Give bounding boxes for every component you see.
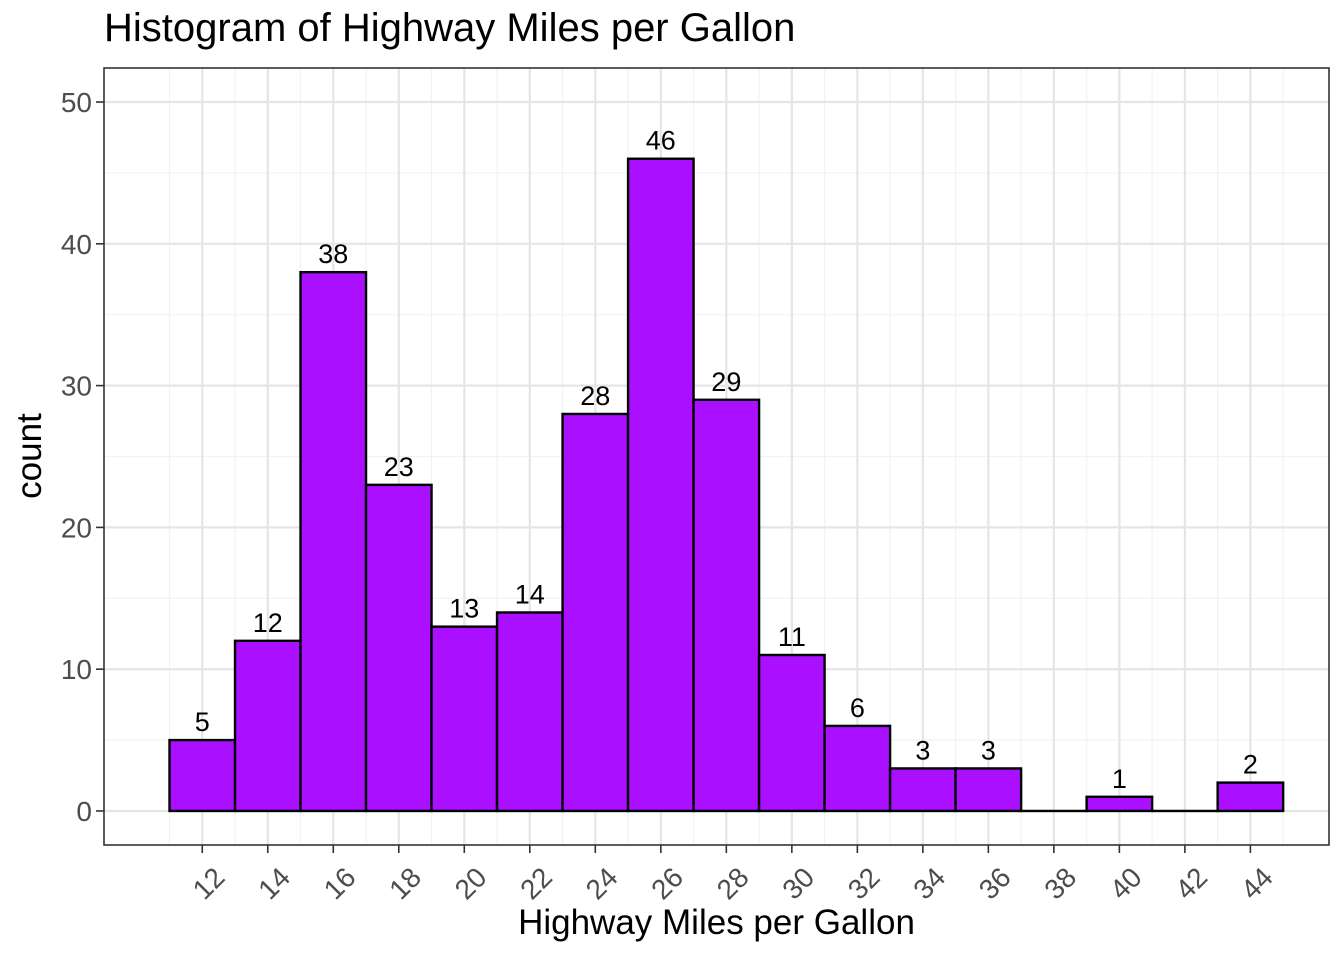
x-tick-label: 40 xyxy=(1104,861,1148,905)
x-tick-label: 44 xyxy=(1235,861,1279,905)
bars xyxy=(168,157,1285,813)
bar-count-label: 3 xyxy=(915,735,930,765)
y-tick-label: 10 xyxy=(61,654,92,685)
bar-count-label: 29 xyxy=(711,367,741,397)
bar-count-label: 28 xyxy=(580,381,610,411)
y-tick-label: 30 xyxy=(61,371,92,402)
x-tick-label: 14 xyxy=(252,861,296,905)
histogram-bar xyxy=(430,625,499,813)
x-tick-label: 22 xyxy=(514,861,558,905)
histogram-bar xyxy=(233,639,302,813)
bar-count-label: 38 xyxy=(318,239,348,269)
x-tick-label: 20 xyxy=(449,861,493,905)
x-axis: 12 14 16 18 20 22 24 26 28 30 32 34 36 38 40 42 44 xyxy=(187,845,1279,905)
y-tick-label: 20 xyxy=(61,512,92,543)
histogram-bar xyxy=(954,767,1023,813)
chart-title: Histogram of Highway Miles per Gallon xyxy=(104,6,796,50)
panel-border xyxy=(103,67,1330,846)
y-tick-label: 50 xyxy=(61,87,92,118)
x-tick-label: 32 xyxy=(842,861,886,905)
y-axis-label: count xyxy=(10,413,49,499)
x-tick-label: 30 xyxy=(776,861,820,905)
histogram-bar xyxy=(888,767,957,813)
histogram-bar xyxy=(299,270,368,813)
histogram-bar xyxy=(823,724,892,813)
histogram-bar xyxy=(495,611,564,813)
histogram-bar xyxy=(168,738,237,813)
bar-count-label: 5 xyxy=(195,707,210,737)
x-tick-label: 16 xyxy=(318,861,362,905)
histogram-bar xyxy=(1216,781,1285,813)
bar-count-label: 2 xyxy=(1243,750,1258,780)
bar-count-label: 6 xyxy=(850,693,865,723)
x-tick-label: 38 xyxy=(1038,861,1082,905)
bar-count-label: 3 xyxy=(981,735,996,765)
x-tick-label: 18 xyxy=(383,861,427,905)
histogram-bar xyxy=(757,653,826,813)
x-tick-label: 12 xyxy=(187,861,231,905)
bar-count-label: 11 xyxy=(778,622,806,652)
bar-count-label: 14 xyxy=(515,579,545,609)
x-axis-label: Highway Miles per Gallon xyxy=(518,903,915,942)
bar-count-label: 1 xyxy=(1112,764,1127,794)
x-tick-label: 42 xyxy=(1169,861,1213,905)
histogram-bar xyxy=(626,157,695,813)
y-tick-label: 40 xyxy=(61,229,92,260)
x-tick-label: 26 xyxy=(645,861,689,905)
histogram-bar xyxy=(364,483,433,813)
bar-count-label: 46 xyxy=(646,126,676,156)
x-tick-label: 24 xyxy=(580,861,624,905)
x-tick-label: 28 xyxy=(711,861,755,905)
histogram-bar xyxy=(1085,795,1154,813)
histogram-bar xyxy=(692,398,761,813)
x-tick-label: 36 xyxy=(973,861,1017,905)
y-tick-label: 0 xyxy=(76,796,92,827)
y-axis: 0 10 20 30 40 50 xyxy=(61,87,104,827)
x-tick-label: 34 xyxy=(907,861,951,905)
bar-count-label: 13 xyxy=(449,594,479,624)
bar-count-label: 12 xyxy=(253,608,283,638)
bar-count-label: 23 xyxy=(384,452,414,482)
histogram-bar xyxy=(561,412,630,813)
